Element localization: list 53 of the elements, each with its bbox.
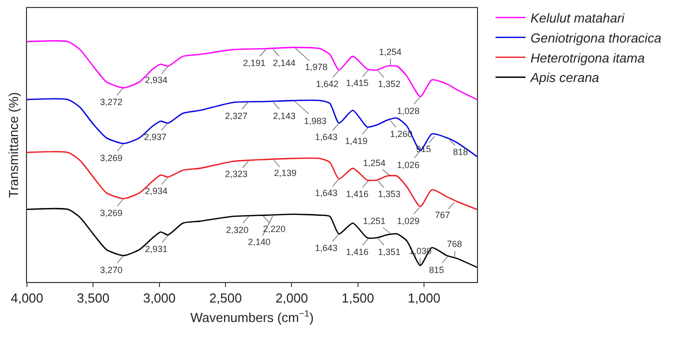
- annotation: 1,251: [363, 216, 386, 226]
- annotation: 1,352: [378, 79, 401, 89]
- annotation: 2,143: [273, 111, 296, 121]
- annotation: 1,419: [345, 136, 368, 146]
- annotation: 767: [435, 210, 450, 220]
- annotation: 818: [453, 147, 468, 157]
- y-axis-title: Transmittance (%): [6, 92, 21, 198]
- x-tick-label: 3,500: [76, 290, 110, 306]
- annotation: 1,416: [346, 247, 369, 257]
- annotation: 2,937: [144, 132, 167, 142]
- annotation: 3,269: [100, 208, 123, 218]
- x-tick-label: 3,000: [143, 290, 176, 306]
- annotation: 1,254: [379, 47, 402, 57]
- annotation: 1,029: [397, 216, 420, 226]
- annotation: 1,028: [397, 106, 420, 116]
- annotation: 1,254: [363, 158, 386, 168]
- annotation: 1,983: [304, 116, 327, 126]
- legend-label: Geniotrigona thoracica: [530, 30, 662, 46]
- annotation: 1,978: [305, 62, 328, 72]
- annotation: 2,320: [226, 225, 249, 235]
- annotation: 3,270: [100, 265, 123, 275]
- annotation: 768: [447, 239, 462, 249]
- annotation: 2,327: [225, 111, 248, 121]
- annotation: 1,642: [316, 79, 339, 89]
- legend-label: Kelulut matahari: [530, 10, 626, 26]
- annotation: 2,191: [243, 58, 266, 68]
- legend-label: Apis cerana: [530, 70, 600, 86]
- annotation: 1,643: [315, 188, 338, 198]
- annotation: 1,416: [346, 189, 369, 199]
- annotation: 2,931: [145, 244, 168, 254]
- x-tick-label: 1,000: [408, 290, 440, 306]
- annotation: 3,272: [100, 97, 123, 107]
- legend-label: Heterotrigona itama: [530, 50, 645, 66]
- annotation: 2,140: [248, 237, 271, 247]
- annotation: 1,351: [378, 247, 401, 257]
- annotation: 2,144: [273, 58, 296, 68]
- annotation: 2,139: [274, 168, 297, 178]
- annotation: 1,643: [315, 132, 338, 142]
- annotation: 2,934: [145, 186, 168, 196]
- x-axis-title: Wavenumbers (cm$^{−1}$): [190, 308, 314, 326]
- annotation: 815: [429, 265, 444, 275]
- annotation: 3,269: [100, 153, 123, 163]
- x-tick-label: 2,000: [275, 290, 308, 306]
- x-tick-label: 1,500: [342, 290, 374, 306]
- annotation: 1,353: [378, 189, 401, 199]
- x-tick-label: 4,000: [10, 290, 44, 306]
- annotation: 2,323: [225, 169, 248, 179]
- annotation: 2,934: [145, 75, 168, 85]
- annotation: 915: [416, 144, 432, 154]
- x-tick-label: 2,500: [209, 290, 242, 306]
- annotation: 1,643: [315, 243, 338, 253]
- annotation: 1,415: [346, 78, 369, 88]
- annotation: 1,026: [397, 160, 420, 170]
